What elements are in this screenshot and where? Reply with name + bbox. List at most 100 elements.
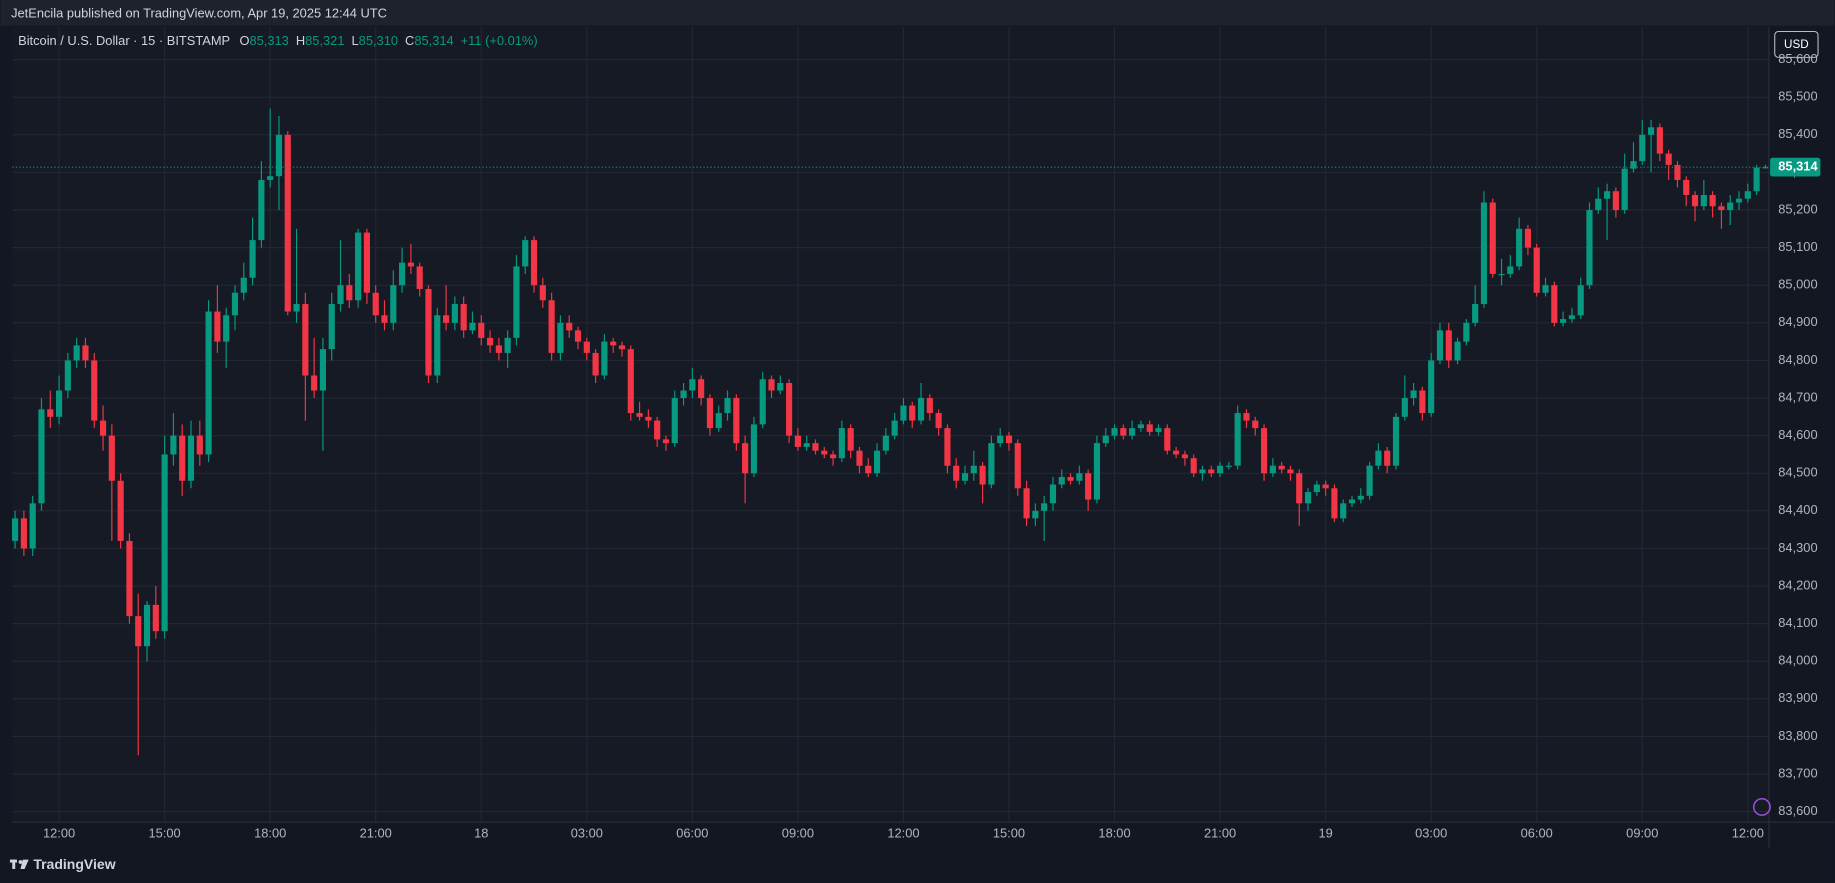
legend-value: 85,310 — [359, 33, 398, 48]
y-tick-label: 84,600 — [1778, 427, 1817, 442]
candle-body — [1410, 390, 1417, 399]
candle-body — [416, 266, 423, 289]
y-tick-label: 84,500 — [1778, 465, 1817, 480]
candle-body — [47, 409, 54, 417]
candle-body — [399, 262, 406, 286]
candle-body — [1032, 510, 1039, 519]
candle-body — [706, 398, 714, 429]
candle-body — [1102, 435, 1109, 444]
candle-body — [917, 398, 925, 421]
candle-body — [293, 304, 300, 312]
candle-body — [574, 330, 582, 342]
candle-body — [1436, 330, 1444, 361]
candle-body — [1085, 473, 1092, 500]
candle-body — [1217, 465, 1224, 474]
candle-body — [495, 345, 502, 353]
candle-body — [1568, 315, 1575, 320]
candle-body — [654, 420, 661, 440]
y-tick-label: 85,500 — [1778, 89, 1817, 104]
legend-value: 85,313 — [249, 33, 288, 48]
candle-body — [812, 443, 819, 451]
candle-body — [311, 375, 318, 391]
candle-body — [372, 292, 379, 316]
candle-body — [1498, 273, 1505, 276]
assistant-icon[interactable] — [1752, 798, 1771, 816]
candle-body — [1683, 179, 1690, 195]
candle-body — [1735, 198, 1743, 203]
x-tick-label: 15:00 — [149, 825, 181, 840]
candle-body — [970, 465, 977, 474]
currency-label[interactable]: USD — [1784, 38, 1809, 51]
candle-body — [1058, 476, 1065, 485]
candle-body — [829, 454, 837, 459]
candle-body — [530, 240, 538, 286]
x-tick-label: 18:00 — [254, 825, 286, 840]
footer-bar — [0, 847, 1835, 883]
candle-body — [319, 349, 327, 391]
candle-body — [1164, 428, 1171, 451]
candle-body — [143, 604, 151, 647]
candle-body — [1454, 341, 1461, 361]
candle-body — [1120, 428, 1127, 436]
candle-body — [38, 409, 45, 504]
candle-body — [1173, 450, 1180, 455]
candle-body — [689, 379, 696, 391]
candle-body — [548, 300, 555, 353]
last-price-label: 85,314 — [1778, 159, 1818, 174]
x-tick-label: 18:00 — [1098, 825, 1130, 840]
candle-body — [55, 390, 63, 417]
candle-body — [1225, 465, 1232, 467]
candle-body — [1375, 450, 1382, 466]
candle-body — [29, 503, 36, 549]
candle-body — [1252, 420, 1259, 429]
candle-body — [838, 428, 845, 459]
candle-body — [662, 439, 670, 444]
candle-body — [381, 315, 388, 323]
candle-body — [935, 413, 942, 429]
candle-body — [1181, 454, 1188, 459]
candle-body — [1260, 428, 1268, 474]
candle-body — [882, 435, 889, 451]
x-tick-label: 15:00 — [993, 825, 1025, 840]
candle-body — [1428, 360, 1435, 414]
candle-body — [20, 518, 27, 549]
currency-button[interactable] — [1774, 31, 1819, 58]
candle-body — [1093, 443, 1101, 500]
y-tick-label: 84,800 — [1778, 352, 1817, 367]
candle-body — [223, 315, 230, 342]
candle-body — [539, 285, 546, 301]
y-tick-label: 84,200 — [1778, 577, 1817, 592]
candle-body — [1190, 458, 1197, 474]
candle-body — [363, 232, 370, 293]
candle-body — [592, 352, 599, 376]
candle-body — [1718, 206, 1725, 211]
x-tick-label: 18 — [474, 825, 488, 840]
candle-body — [1691, 194, 1699, 207]
candle-body — [1111, 428, 1118, 436]
candle-body — [1419, 390, 1426, 414]
candle-body — [1014, 443, 1021, 489]
y-tick-label: 84,300 — [1778, 540, 1817, 555]
candle-body — [328, 304, 335, 350]
y-tick-label: 84,100 — [1778, 615, 1817, 630]
x-tick-label: 12:00 — [1732, 825, 1764, 840]
candle-body — [636, 413, 643, 417]
candle-body — [1296, 473, 1303, 504]
candle-body — [249, 240, 256, 278]
legend-key: L — [352, 33, 359, 48]
candle-body — [1542, 285, 1549, 293]
candle-body — [1727, 202, 1734, 211]
candle-body — [803, 443, 810, 447]
y-tick-label: 84,000 — [1778, 653, 1817, 668]
candle-body — [1577, 285, 1584, 316]
candle-body — [161, 454, 168, 632]
y-tick-label: 85,000 — [1778, 277, 1817, 292]
candle-body — [1392, 416, 1400, 466]
x-tick-label: 09:00 — [1626, 825, 1658, 840]
candle-body — [1507, 266, 1514, 274]
candle-body — [522, 240, 529, 267]
x-tick-label: 06:00 — [676, 825, 708, 840]
candle-body — [557, 322, 564, 353]
candle-body — [64, 360, 71, 391]
